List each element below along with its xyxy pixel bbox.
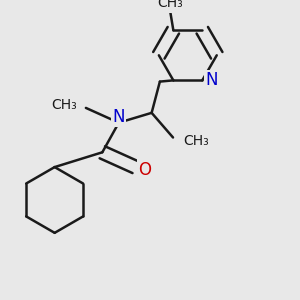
Text: O: O	[138, 161, 151, 179]
Text: N: N	[112, 108, 125, 126]
Text: CH₃: CH₃	[157, 0, 183, 10]
Text: N: N	[205, 71, 218, 89]
Text: CH₃: CH₃	[184, 134, 209, 148]
Text: CH₃: CH₃	[51, 98, 77, 112]
